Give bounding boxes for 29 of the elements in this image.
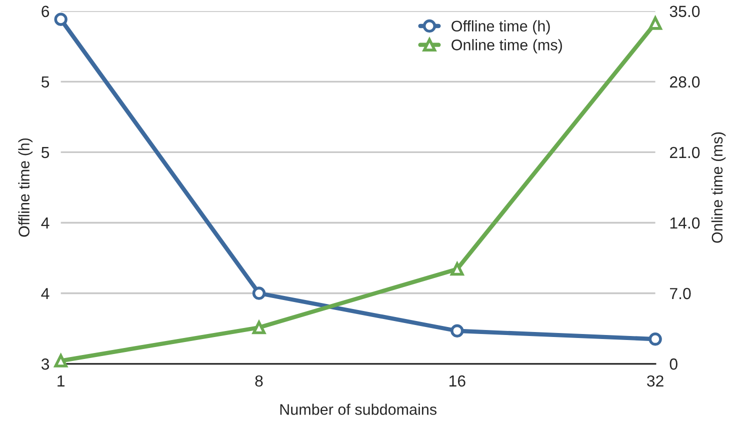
x-axis-title: Number of subdomains xyxy=(280,404,436,415)
point xyxy=(648,16,662,30)
x-tick-label: 8 xyxy=(255,375,263,387)
legend-label: Online time (ms) xyxy=(452,39,562,54)
point xyxy=(54,354,68,368)
y-tick-label: 3 xyxy=(41,358,50,370)
y2-tick-label: 21.0 xyxy=(670,146,700,158)
y-tick-label: 5 xyxy=(41,76,50,88)
y-tick-label: 4 xyxy=(41,218,50,229)
point xyxy=(648,332,662,346)
y2-tick-label: 7.0 xyxy=(670,288,691,300)
point xyxy=(450,262,464,276)
x-tick-label: 16 xyxy=(449,375,466,387)
legend-label: Offline time (h) xyxy=(452,20,550,35)
point xyxy=(54,12,68,26)
y2-axis-title: Online time (ms) xyxy=(711,132,726,243)
y-axis-title: Offline time (h) xyxy=(18,138,33,237)
y2-tick-label: 28.0 xyxy=(670,76,700,88)
point xyxy=(252,286,266,300)
x-tick-label: 1 xyxy=(58,376,64,386)
y-tick-label: 5 xyxy=(41,146,50,158)
y2-tick-label: 14.0 xyxy=(670,217,700,229)
y-tick-label: 6 xyxy=(42,6,50,18)
point xyxy=(450,324,464,338)
y-tick-label: 4 xyxy=(41,288,50,300)
point xyxy=(252,320,266,334)
x-tick-label: 32 xyxy=(647,375,664,387)
y2-tick-label: 0 xyxy=(670,358,678,370)
y2-tick-label: 35.0 xyxy=(670,6,700,18)
